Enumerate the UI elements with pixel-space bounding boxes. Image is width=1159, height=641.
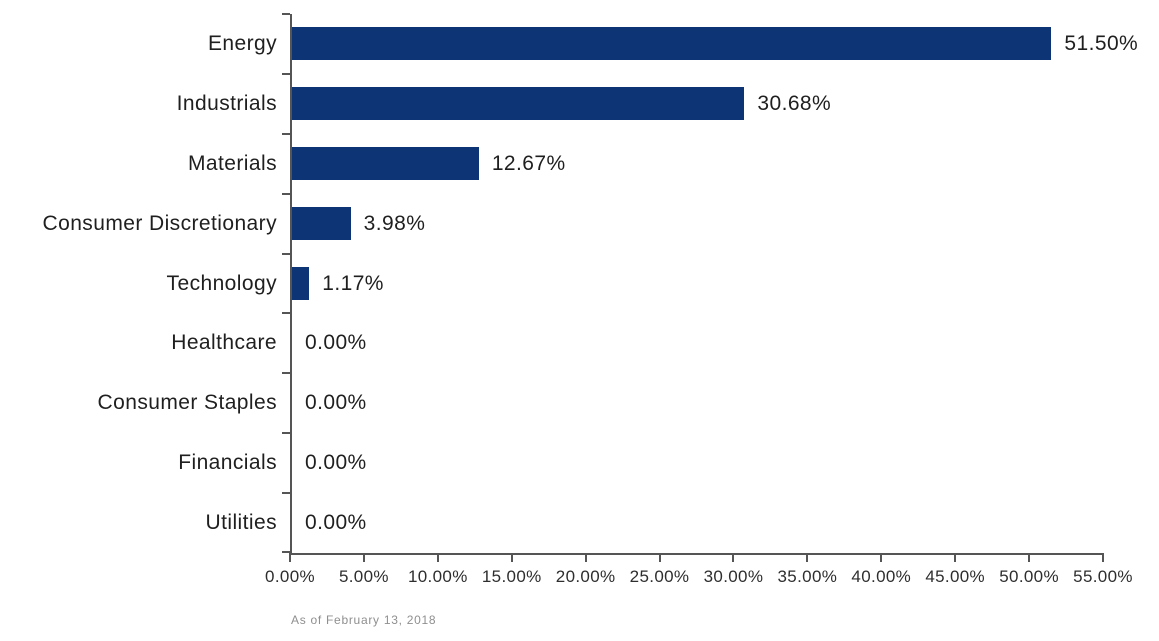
x-tick [289,553,291,562]
x-tick-label: 10.00% [407,567,468,586]
y-tick [282,551,290,553]
x-tick-label: 0.00% [265,567,315,586]
value-label: 12.67% [491,151,566,175]
value-label: 0.00% [305,391,367,415]
x-tick [510,553,513,562]
bar-row: 12.67% [292,134,1103,194]
category-label: Consumer Staples [97,391,277,415]
bar [292,147,479,181]
category-label: Consumer Discretionary [42,211,277,235]
bar [292,267,310,300]
x-tick [1102,553,1104,562]
bar [292,27,1052,61]
y-axis-line [290,14,292,553]
value-label: 51.50% [1064,31,1139,55]
bar [292,207,351,241]
y-tick [282,253,290,255]
bar-rows: 51.50% 30.68% 12.67% 3.98% 1.17% 0.00% 0.00% 0.… [292,14,1138,553]
category-label: Utilities [205,511,277,535]
category-label: Financials [178,451,277,475]
bar-row: 30.68% [292,74,1103,134]
category-axis-labels: Energy Industrials Materials Consumer Discr… [0,14,277,553]
category-label: Materials [188,151,277,175]
x-tick-label: 40.00% [851,567,912,586]
y-tick [282,73,290,75]
y-tick [282,372,290,374]
x-axis-tick-labels: 0.00% 5.00% 10.00% 15.00% 20.00% 25.00% 30.00%… [265,567,1132,587]
bar-row: 3.98% [292,194,1103,254]
y-tick [282,312,290,314]
x-tick-label: 15.00% [481,567,542,586]
category-label: Technology [166,271,277,295]
y-tick [282,13,290,15]
x-tick-label: 45.00% [925,567,986,586]
value-label: 30.68% [757,91,832,115]
x-tick [362,553,365,562]
x-axis-line [290,553,1103,555]
category-label: Industrials [176,91,277,115]
value-label: 0.00% [305,331,367,355]
y-tick [282,133,290,135]
value-label: 1.17% [322,271,384,295]
category-label: Energy [207,31,277,55]
bar-row: 0.00% [292,373,1103,433]
x-tick [1028,553,1031,562]
y-tick [282,193,290,195]
x-tick [806,553,809,562]
bar-row: 0.00% [292,493,1103,553]
value-label: 0.00% [305,511,367,535]
x-tick-label: 50.00% [999,567,1059,586]
bar-row: 1.17% [292,254,1103,314]
bar [292,87,745,121]
value-label: 0.00% [305,451,367,475]
x-tick [436,553,439,562]
x-tick [954,553,957,562]
x-tick-label: 20.00% [555,567,616,586]
x-tick [880,553,883,562]
x-tick-label: 5.00% [338,567,389,586]
category-label: Healthcare [171,331,277,355]
bar-row: 0.00% [292,433,1103,493]
x-tick [658,553,661,562]
x-tick [584,553,587,562]
bar-row: 51.50% [292,14,1138,74]
x-tick [732,553,735,562]
bar-row: 0.00% [292,313,1103,373]
plot-area: 51.50% 30.68% 12.67% 3.98% 1.17% 0.00% 0.00% 0.… [265,13,1138,586]
x-tick-label: 55.00% [1073,567,1133,586]
value-label: 3.98% [363,211,426,235]
footnote: As of February 13, 2018 [291,613,437,627]
y-tick [282,432,290,434]
x-tick-label: 35.00% [777,567,838,586]
x-tick-label: 30.00% [703,567,764,586]
y-tick [282,492,290,494]
x-tick-label: 25.00% [629,567,690,586]
